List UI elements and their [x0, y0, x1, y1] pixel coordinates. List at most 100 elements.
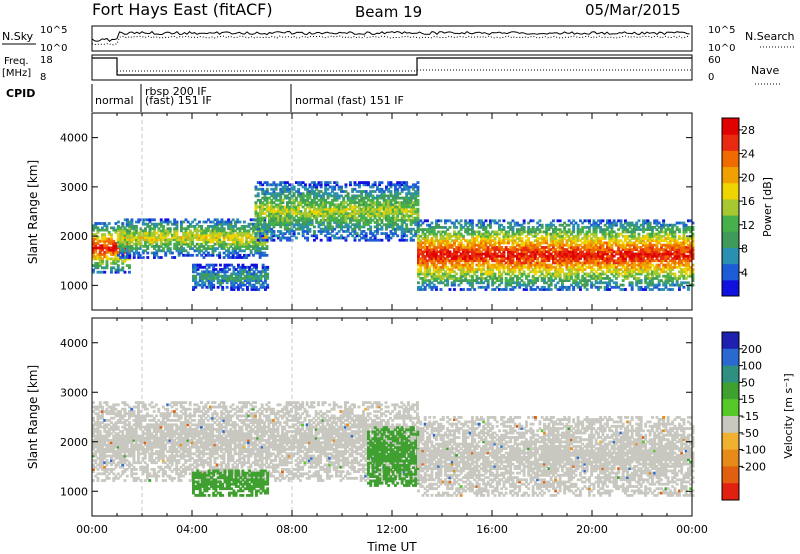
power-cell: [319, 205, 323, 209]
power-cell: [218, 222, 222, 226]
power-cell: [407, 190, 411, 193]
power-cell: [211, 247, 215, 250]
power-cell: [480, 285, 483, 289]
power-cell: [331, 214, 334, 218]
power-cell: [150, 251, 154, 255]
power-cell: [507, 268, 510, 271]
power-cell: [428, 248, 432, 251]
power-cell: [186, 238, 190, 242]
power-cell: [369, 212, 373, 215]
power-cell: [119, 238, 123, 242]
power-cell: [509, 288, 513, 291]
power-cell: [536, 285, 540, 289]
power-cell: [540, 241, 544, 245]
power-cell: [453, 281, 456, 285]
power-cell: [444, 243, 447, 247]
power-cell: [414, 190, 418, 193]
cpid-label: CPID: [6, 87, 35, 100]
power-cell: [274, 187, 278, 191]
nsearch-label: N.Search: [745, 30, 795, 43]
power-cell: [216, 225, 219, 228]
power-cell: [624, 288, 627, 291]
power-cell: [588, 234, 591, 238]
power-cell: [340, 203, 343, 207]
power-cell: [225, 277, 229, 280]
power-cell: [419, 257, 423, 260]
power-cell: [135, 240, 138, 244]
power-cell: [234, 222, 237, 226]
power-cell: [455, 263, 459, 267]
power-cell: [315, 236, 319, 240]
power-cell: [204, 242, 208, 246]
power-cell: [186, 236, 190, 239]
power-cell: [234, 272, 238, 276]
power-cell: [272, 181, 276, 184]
power-cell: [439, 230, 443, 234]
power-cell: [414, 194, 418, 198]
power-cell: [168, 242, 172, 246]
power-cell: [114, 255, 118, 259]
power-cell: [229, 242, 233, 246]
power-cell: [531, 252, 535, 256]
power-cell: [340, 187, 343, 191]
power-cell: [444, 232, 447, 236]
power-cell: [475, 234, 479, 238]
power-cell: [540, 270, 544, 274]
power-cell: [484, 226, 488, 229]
power-cell: [274, 218, 278, 222]
power-cell: [471, 228, 474, 231]
power-cell: [201, 265, 204, 269]
power-cell: [371, 218, 375, 222]
power-cell: [558, 263, 562, 267]
power-cell: [552, 239, 555, 243]
power-cell: [114, 259, 118, 263]
power-cell: [112, 248, 116, 252]
power-cell: [552, 272, 555, 276]
power-cell: [543, 279, 546, 282]
power-cell: [319, 221, 323, 224]
power-cell: [351, 196, 355, 200]
power-cell: [511, 232, 515, 236]
power-cell: [94, 264, 98, 267]
power-cell: [495, 254, 499, 258]
power-cell: [279, 201, 283, 204]
power-cell: [324, 212, 328, 215]
power-cell: [159, 231, 163, 235]
power-cell: [313, 190, 316, 193]
power-cell: [279, 205, 283, 209]
power-cell: [110, 257, 113, 261]
power-cell: [249, 218, 253, 222]
power-cell: [367, 227, 370, 231]
power-cell: [288, 183, 292, 187]
power-cell: [459, 277, 463, 280]
power-cell: [507, 259, 510, 263]
power-cell: [237, 288, 240, 291]
power-cell: [518, 230, 522, 234]
power-cell: [195, 233, 199, 237]
power-cell: [540, 237, 544, 240]
power-cell: [146, 233, 150, 237]
power-cell: [403, 234, 406, 238]
power-cell: [268, 230, 271, 233]
power-cell: [554, 250, 558, 254]
power-cell: [162, 225, 165, 228]
power-cell: [351, 201, 355, 204]
power-cell: [576, 270, 580, 274]
power-cell: [403, 216, 406, 220]
power-cell: [450, 243, 454, 247]
power-cell: [191, 240, 195, 244]
power-cell: [207, 270, 211, 274]
power-cell: [209, 229, 213, 233]
power-cell: [340, 234, 343, 238]
power-cell: [306, 214, 310, 218]
power-cell: [423, 257, 427, 260]
power-cell: [203, 283, 207, 287]
power-cell: [428, 230, 432, 234]
power-cell: [333, 210, 337, 213]
power-cell: [543, 268, 546, 271]
power-cell: [139, 253, 143, 257]
power-cell: [462, 234, 465, 238]
power-cell: [103, 237, 107, 241]
power-cell: [340, 201, 343, 204]
power-cell: [435, 221, 438, 225]
